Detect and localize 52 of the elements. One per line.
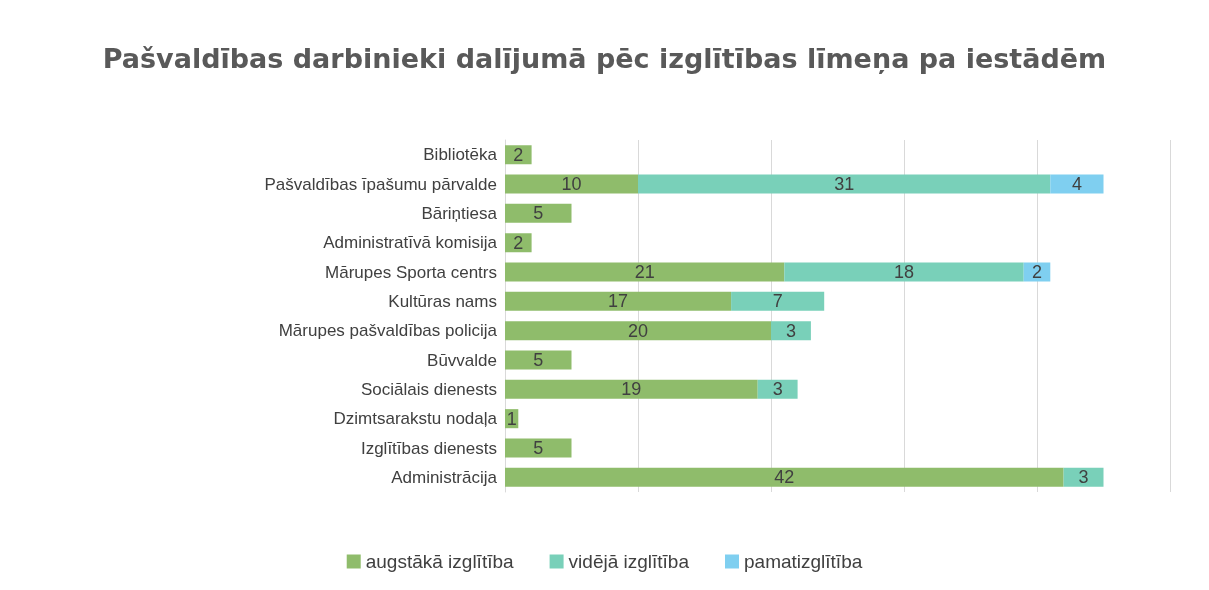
bar — [757, 379, 798, 399]
bar — [638, 174, 1051, 194]
data-label: 3 — [772, 379, 783, 400]
data-label: 2 — [513, 232, 524, 253]
y-tick-label: Pašvaldības īpašumu pārvalde — [264, 174, 497, 194]
data-label: 31 — [834, 174, 855, 194]
legend-label: pamatizglītība — [743, 551, 863, 572]
bar — [505, 291, 732, 311]
bar — [505, 350, 572, 370]
y-tick-label: Izglītības dienests — [360, 438, 497, 458]
data-label: 19 — [621, 379, 642, 400]
data-label: 4 — [1071, 174, 1082, 194]
data-label: 2 — [1031, 262, 1043, 282]
y-tick-label: Būvvalde — [427, 350, 497, 370]
bar — [505, 321, 771, 341]
bar — [771, 321, 811, 341]
data-label: 5 — [533, 203, 544, 224]
bar — [784, 262, 1024, 282]
data-label: 5 — [533, 438, 544, 458]
chart-title: Pašvaldības darbinieki dalījumā pēc izglītības līmeņa pa iestādēm — [102, 43, 1107, 74]
legend-label: augstākā izglītība — [365, 551, 515, 572]
data-label: 7 — [772, 291, 783, 312]
bar — [505, 203, 572, 223]
data-label: 18 — [893, 262, 915, 282]
bar — [731, 291, 825, 311]
legend-label: vidējā izglītība — [568, 551, 690, 572]
data-label: 17 — [608, 291, 629, 312]
data-label: 2 — [513, 144, 524, 165]
data-label: 1 — [506, 408, 517, 429]
data-label: 42 — [774, 467, 795, 488]
data-label: 5 — [533, 350, 544, 370]
y-tick-label: Administrācija — [391, 467, 498, 487]
bar — [1063, 467, 1104, 487]
y-tick-label: Bāriņtiesa — [421, 203, 498, 223]
y-tick-label: Mārupes Sporta centrs — [325, 262, 497, 282]
bar — [505, 174, 638, 194]
y-tick-label: Dzimtsarakstu nodaļa — [333, 409, 498, 429]
data-label: 3 — [785, 320, 796, 341]
bar — [505, 379, 758, 399]
bar — [505, 438, 572, 458]
y-tick-label: Mārupes pašvaldības policija — [278, 321, 498, 341]
data-label: 3 — [1078, 467, 1089, 488]
data-label: 10 — [561, 174, 582, 194]
bar — [505, 467, 1064, 487]
data-label: 21 — [634, 262, 655, 282]
y-tick-label: Kultūras nams — [388, 291, 497, 311]
y-tick-label: Bibliotēka — [423, 145, 498, 165]
y-tick-label: Administratīvā komisija — [323, 233, 498, 253]
data-label: 20 — [627, 320, 649, 341]
y-tick-label: Sociālais dienests — [360, 379, 497, 399]
bar — [505, 262, 785, 282]
bar — [1050, 174, 1104, 194]
